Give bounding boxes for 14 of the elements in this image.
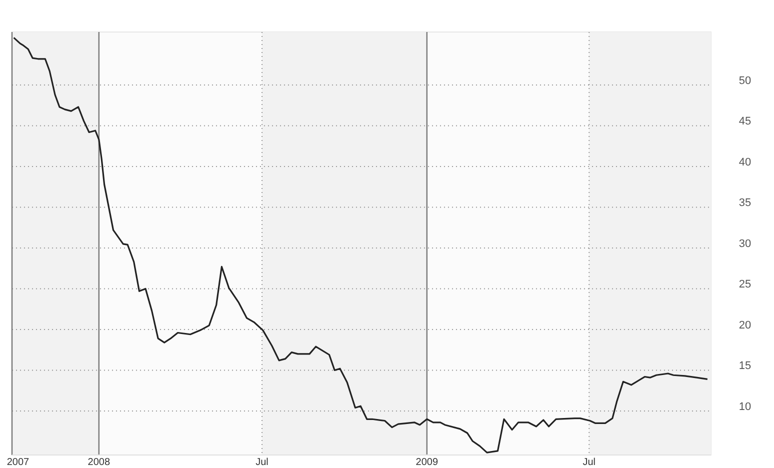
y-tick-label: 40 [738,156,752,168]
x-tick-label: Jul [256,457,268,468]
x-tick-label: 2007 [6,457,30,468]
y-tick-label: 10 [738,400,752,413]
y-tick-label: 15 [738,360,752,372]
x-tick-label: 2009 [416,457,438,468]
y-tick-label: 20 [738,319,752,332]
x-tick-label: Jul [582,457,596,468]
y-tick-label: 50 [738,74,752,87]
y-tick-label: 45 [738,116,752,128]
y-tick-label: 30 [738,238,752,250]
y-tick-label: 25 [738,278,752,291]
y-tick-label: 35 [738,197,752,210]
x-tick-label: 2008 [88,457,110,468]
